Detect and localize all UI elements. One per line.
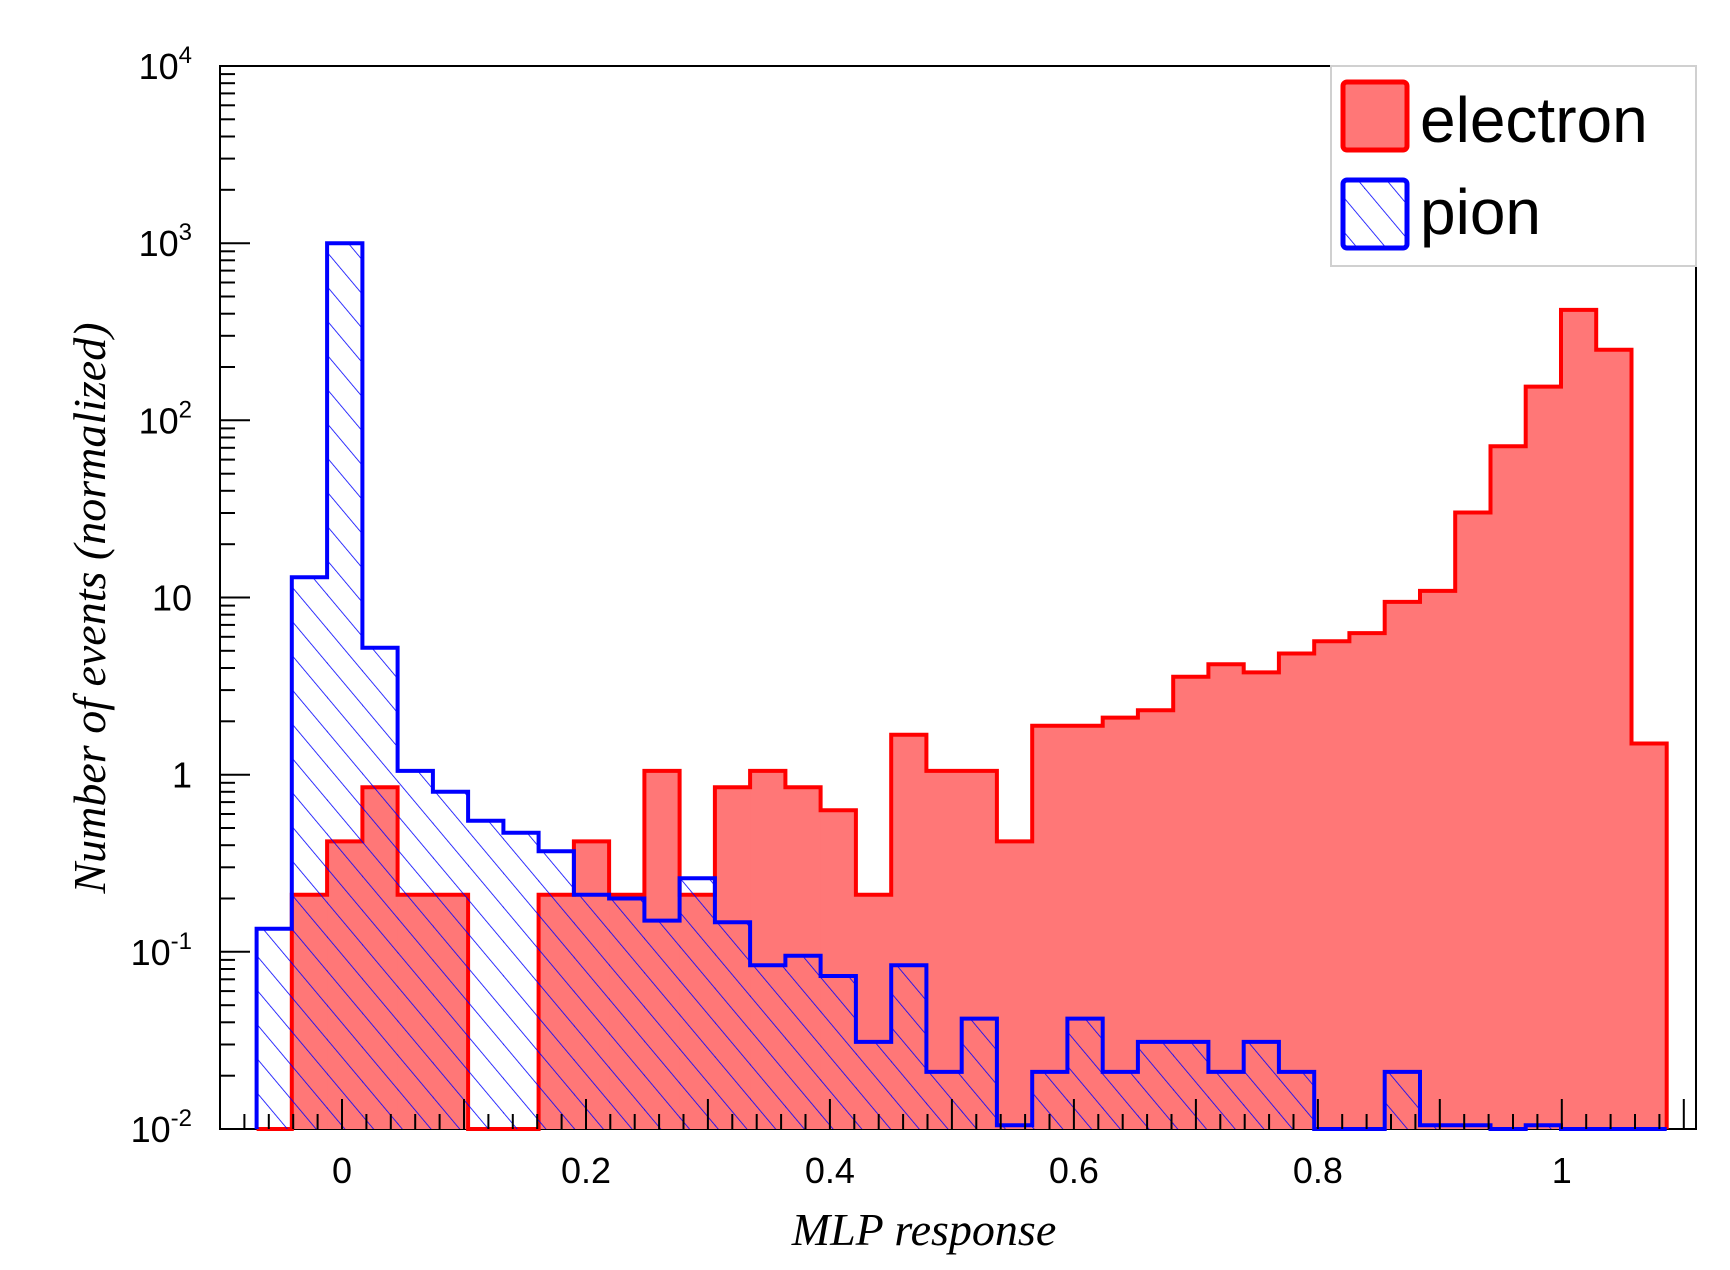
legend-electron-swatch [1340,79,1410,153]
x-tick-label: 1 [1552,1150,1572,1191]
pion-outline [254,241,1667,1131]
pion-bin [573,894,610,1129]
electron-bin [1561,309,1597,1129]
pion-bin [926,1071,963,1129]
x-axis-title: MLP response [791,1204,1057,1255]
x-tick-label: 0.6 [1049,1150,1099,1191]
electron-bin [1349,633,1386,1129]
electron-bin [926,770,963,1129]
y-tick-label: 103 [139,219,192,264]
pion-bin [1243,1041,1280,1129]
electron-bin [1525,386,1562,1130]
pion-bin [679,878,716,1129]
pion-bin [1208,1071,1245,1129]
electron-bin [1596,349,1633,1129]
pion-bin [714,922,751,1129]
pion-bin [468,820,504,1129]
x-axis: 0 0.2 0.4 0.6 0.8 1 [219,1099,1685,1191]
pion-bin [397,770,434,1129]
y-tick-label: 10-2 [131,1105,192,1150]
pion-bin [1278,1071,1315,1129]
y-tick-label: 10-1 [131,928,192,973]
x-tick-label: 0 [332,1150,352,1191]
pion-bin [644,920,681,1129]
y-axis: 10-2 10-1 1 10 102 103 104 [131,42,250,1150]
x-tick-label: 0.2 [561,1150,611,1191]
electron-bin [1420,590,1456,1129]
y-axis-title: Number of events (normalized) [64,322,115,894]
pion-bin [609,898,645,1129]
pion-bin [891,965,928,1129]
pion-bin [362,647,399,1129]
y-tick-label: 1 [172,755,192,796]
pion-bin [961,1018,998,1129]
electron-bin [1455,512,1492,1129]
legend-pion-swatch [1340,177,1410,251]
pion-bin [1137,1041,1174,1129]
electron-bin [1314,641,1351,1129]
pion-bin [750,965,786,1129]
electron-bin [1032,725,1069,1129]
electron-bin [1102,717,1139,1129]
pion-bin [256,928,293,1129]
x-tick-label: 0.8 [1293,1150,1343,1191]
pion-bin [327,243,363,1129]
electron-bin [1490,446,1527,1129]
x-tick-label: 0.4 [805,1150,855,1191]
pion-bin [291,577,328,1129]
pion-bin [1067,1018,1104,1129]
pion-bin [538,851,575,1129]
electron-bin [1208,664,1245,1129]
pion-bin [855,1041,892,1129]
pion-bin [1173,1041,1210,1129]
electron-bin [1631,743,1668,1129]
legend-electron-label: electron [1420,84,1648,156]
legend-pion-label: pion [1420,176,1541,248]
electron-bin [996,841,1033,1129]
pion-bin [432,791,469,1129]
pion-bin [1102,1071,1139,1129]
electron-bin [1384,601,1421,1129]
pion-series [254,241,1667,1131]
pion-bin [820,976,857,1129]
legend: electron pion [1330,65,1697,267]
y-tick-label: 104 [139,42,192,87]
pion-bin [785,955,822,1129]
electron-bin [1278,653,1315,1129]
pion-bin [503,832,540,1129]
y-tick-label: 102 [139,396,192,441]
y-tick-label: 10 [152,578,192,619]
